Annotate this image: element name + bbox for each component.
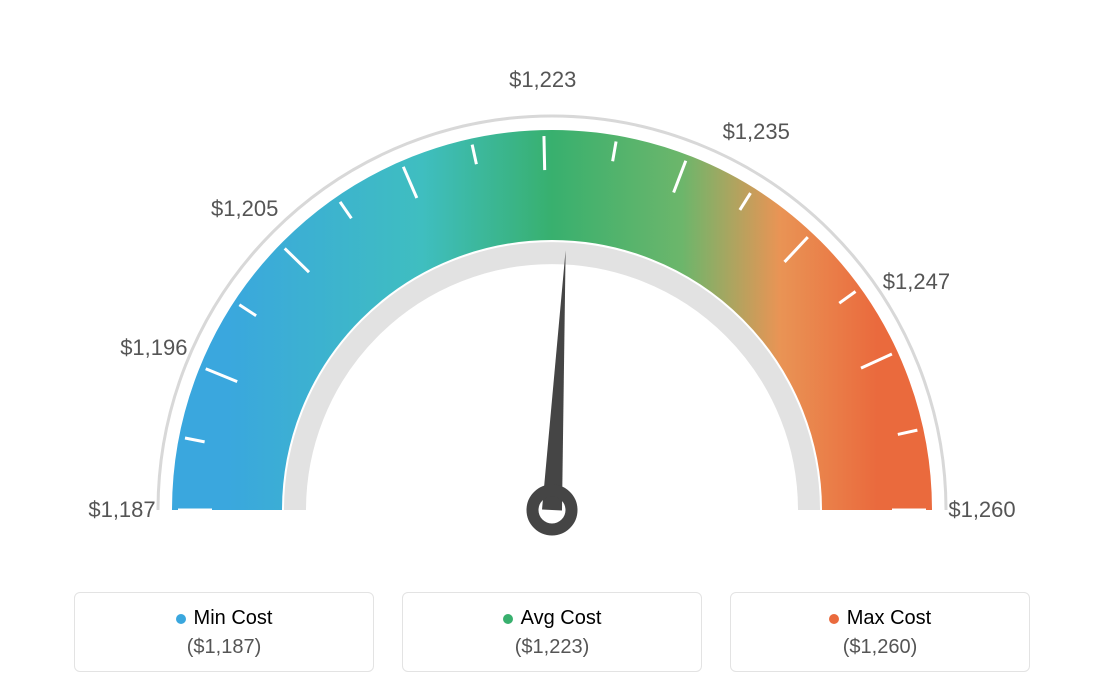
legend-max-dot	[829, 614, 839, 624]
tick-label: $1,205	[211, 196, 278, 222]
legend-max-value: ($1,260)	[741, 636, 1019, 659]
legend-avg-dot	[503, 614, 513, 624]
tick-label: $1,196	[120, 335, 187, 361]
legend-avg-label: Avg Cost	[521, 607, 602, 630]
gauge-chart: $1,187 $1,196 $1,205 $1,223 $1,235 $1,247 $1,2…	[0, 0, 1104, 690]
legend-avg: Avg Cost ($1,223)	[402, 592, 702, 672]
legend-min-title: Min Cost	[176, 607, 273, 630]
tick-label: $1,235	[723, 119, 790, 145]
legend-min-label: Min Cost	[194, 607, 273, 630]
legend-avg-value: ($1,223)	[413, 636, 691, 659]
tick-label: $1,223	[509, 67, 576, 93]
legend-min-dot	[176, 614, 186, 624]
legend-min-value: ($1,187)	[85, 636, 363, 659]
legend-row: Min Cost ($1,187) Avg Cost ($1,223) Max …	[0, 592, 1104, 672]
legend-min: Min Cost ($1,187)	[74, 592, 374, 672]
legend-max-title: Max Cost	[829, 607, 931, 630]
legend-max: Max Cost ($1,260)	[730, 592, 1030, 672]
legend-avg-title: Avg Cost	[503, 607, 602, 630]
tick-label: $1,247	[883, 269, 950, 295]
tick-label: $1,187	[88, 497, 155, 523]
legend-max-label: Max Cost	[847, 607, 931, 630]
tick-label: $1,260	[948, 497, 1015, 523]
